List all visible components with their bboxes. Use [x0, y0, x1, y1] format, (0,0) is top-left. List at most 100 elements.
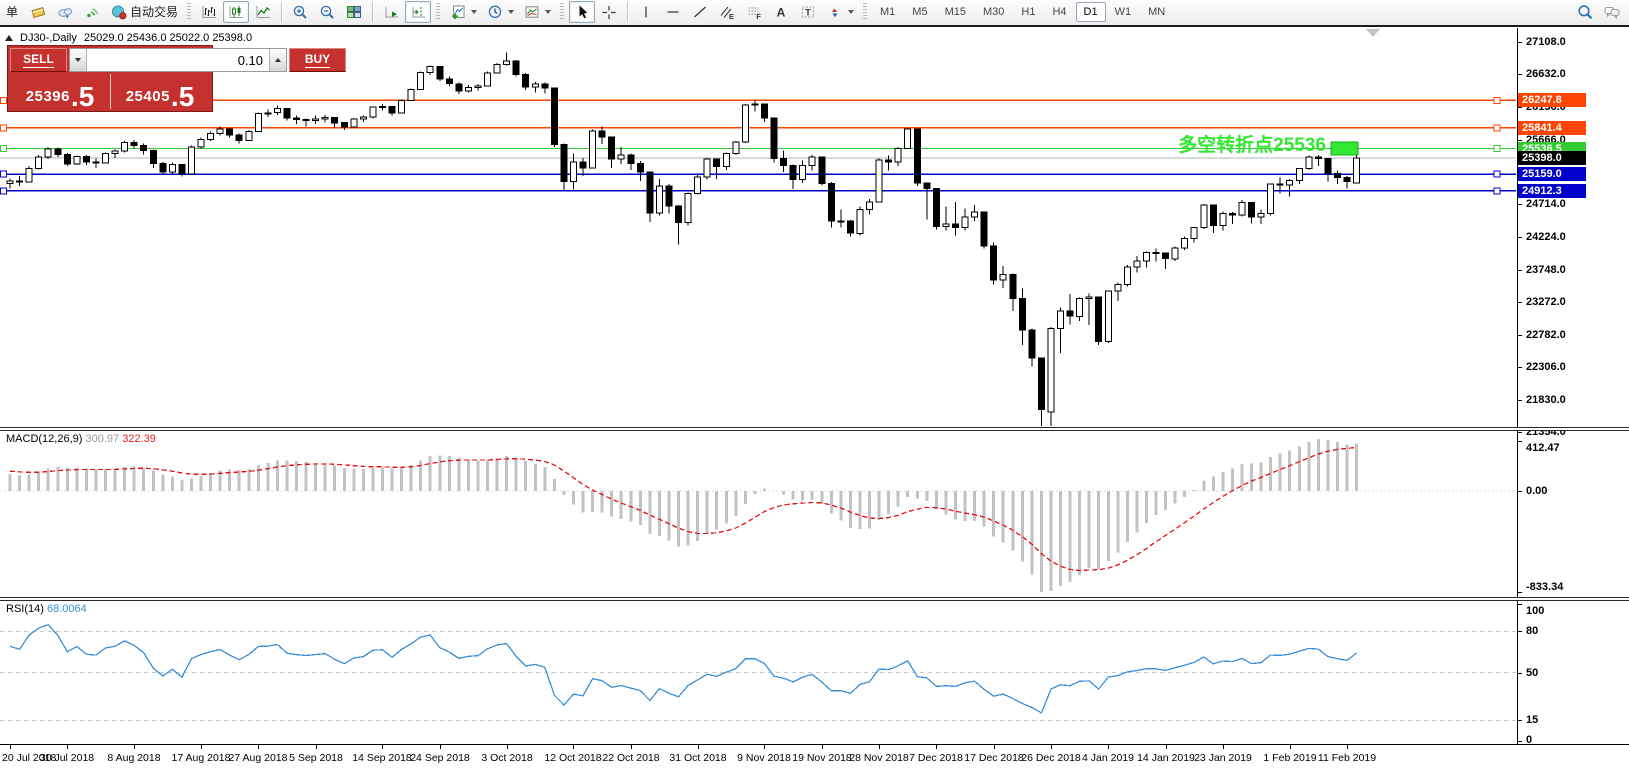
periods-icon [486, 4, 504, 20]
zoom-in-button[interactable] [287, 1, 313, 23]
volume-input[interactable] [87, 49, 269, 71]
main-toolbar: 单 自动交易 E F A T M1 M5 M15 M30 H1 H4 D1 W1 MN [0, 0, 1629, 27]
buy-button[interactable]: BUY [289, 48, 346, 72]
timeframe-mn-button[interactable]: MN [1148, 5, 1166, 18]
timeframe-h1-button[interactable]: H1 [1021, 5, 1036, 18]
toolbar-grip[interactable] [560, 2, 565, 21]
line-chart-button[interactable] [250, 1, 276, 23]
date-tick [382, 745, 383, 749]
date-tick [10, 745, 11, 749]
date-label: 30 Jul 2018 [39, 752, 95, 764]
timeframe-w1-button[interactable]: W1 [1114, 5, 1132, 18]
date-tick [994, 745, 995, 749]
auto-scroll-button[interactable] [378, 1, 404, 23]
axis-tick [1518, 42, 1522, 43]
search-button[interactable] [1572, 1, 1598, 23]
date-label: 27 Aug 2018 [228, 752, 288, 764]
date-tick [1108, 745, 1109, 749]
cursor-icon [573, 4, 591, 20]
timeframe-m1-button[interactable]: M1 [880, 5, 896, 18]
candlestick-chart-button[interactable] [223, 0, 250, 23]
equidistant-channel-button[interactable]: E [714, 1, 740, 23]
new-order-button[interactable]: 单 [0, 1, 24, 23]
toolbar-separator [281, 1, 283, 22]
timeframe-m5-button[interactable]: M5 [912, 5, 928, 18]
zoom-in-icon [291, 4, 309, 20]
sell-price[interactable]: 25396 .5 [10, 74, 110, 111]
toolbar-grip[interactable] [187, 2, 192, 21]
auto-trading-button[interactable]: 自动交易 [106, 1, 182, 23]
time-axis-divider [0, 744, 1629, 745]
one-click-trade-panel: SELL BUY 25396 .5 25405 .5 [7, 45, 346, 112]
sell-button[interactable]: SELL [10, 48, 67, 72]
crosshair-button[interactable] [596, 1, 622, 23]
zoom-out-button[interactable] [314, 1, 340, 23]
hline-price-chip: 25159.0 [1518, 167, 1586, 181]
date-label: 12 Oct 2018 [544, 752, 602, 764]
market-watch-button[interactable] [25, 1, 51, 23]
rsi-panel-splitter[interactable] [0, 597, 1629, 601]
tile-windows-icon [345, 4, 363, 20]
timeframe-d1-button[interactable]: D1 [1075, 1, 1106, 22]
buy-price[interactable]: 25405 .5 [125, 81, 195, 112]
chart-shift-button[interactable] [405, 0, 432, 23]
tile-windows-button[interactable] [341, 1, 367, 23]
fibonacci-retracement-button[interactable]: F [741, 1, 767, 23]
macd-panel-splitter[interactable] [0, 427, 1629, 431]
axis-tick [1518, 367, 1522, 368]
volume-increase-button[interactable] [269, 49, 286, 71]
horizontal-line-button[interactable] [660, 1, 686, 23]
text-button[interactable]: A [768, 1, 794, 23]
toolbar-grip[interactable] [863, 2, 868, 21]
axis-price-label: 0 [1526, 734, 1533, 746]
chat-button[interactable] [1599, 1, 1625, 23]
axis-price-label: 24224.0 [1526, 231, 1566, 243]
periods-button[interactable] [482, 1, 518, 23]
date-label: 26 Dec 2018 [1021, 752, 1081, 764]
triangle-down-icon [75, 58, 81, 62]
axis-price-label: 0.00 [1526, 485, 1548, 497]
vertical-line-button[interactable] [633, 1, 659, 23]
axis-price-label: 412.47 [1526, 442, 1560, 454]
equidistant-channel-icon: E [718, 4, 736, 20]
chart-cloud-button[interactable] [52, 1, 78, 23]
timeframe-m15-button[interactable]: M15 [944, 5, 966, 18]
macd-label: MACD(12,26,9) 300.97 322.39 [6, 433, 156, 445]
templates-button[interactable] [519, 1, 555, 23]
axis-tick [1518, 335, 1522, 336]
one-click-collapse-icon[interactable] [5, 35, 13, 41]
signals-icon [83, 4, 101, 20]
axis-price-label: 22782.0 [1526, 329, 1566, 341]
svg-text:T: T [805, 7, 811, 17]
volume-stepper [69, 48, 287, 72]
rsi-label: RSI(14) 68.0064 [6, 603, 87, 615]
timeframe-h4-button[interactable]: H4 [1052, 5, 1067, 18]
toolbar-grip[interactable] [436, 2, 441, 21]
bar-chart-button[interactable] [196, 1, 222, 23]
cursor-button[interactable] [569, 0, 596, 23]
hline-price-chip: 24912.3 [1518, 184, 1586, 198]
pivot-annotation-text[interactable]: 多空转折点25536 [1178, 135, 1326, 156]
vertical-line-icon [637, 4, 655, 20]
date-label: 17 Dec 2018 [964, 752, 1024, 764]
axis-tick [1518, 140, 1522, 141]
indicators-button[interactable] [445, 1, 481, 23]
trendline-button[interactable] [687, 1, 713, 23]
chat-icon [1603, 4, 1621, 20]
text-label-button[interactable]: T [795, 1, 821, 23]
date-tick [764, 745, 765, 749]
macd-signal-line [9, 446, 1357, 572]
axis-price-label: 23748.0 [1526, 264, 1566, 276]
arrows-button[interactable] [822, 1, 858, 23]
rsi-line [9, 623, 1357, 714]
volume-decrease-button[interactable] [70, 49, 87, 71]
timeframe-m30-button[interactable]: M30 [982, 5, 1005, 18]
axis-tick [1518, 107, 1522, 108]
axis-price-label: 50 [1526, 667, 1539, 679]
date-tick [134, 745, 135, 749]
signals-button[interactable] [79, 1, 105, 23]
fibonacci-retracement-icon: F [745, 4, 763, 20]
date-tick [507, 745, 508, 749]
price-axis[interactable]: 27108.026632.026156.025666.025190.024714… [1518, 28, 1629, 746]
